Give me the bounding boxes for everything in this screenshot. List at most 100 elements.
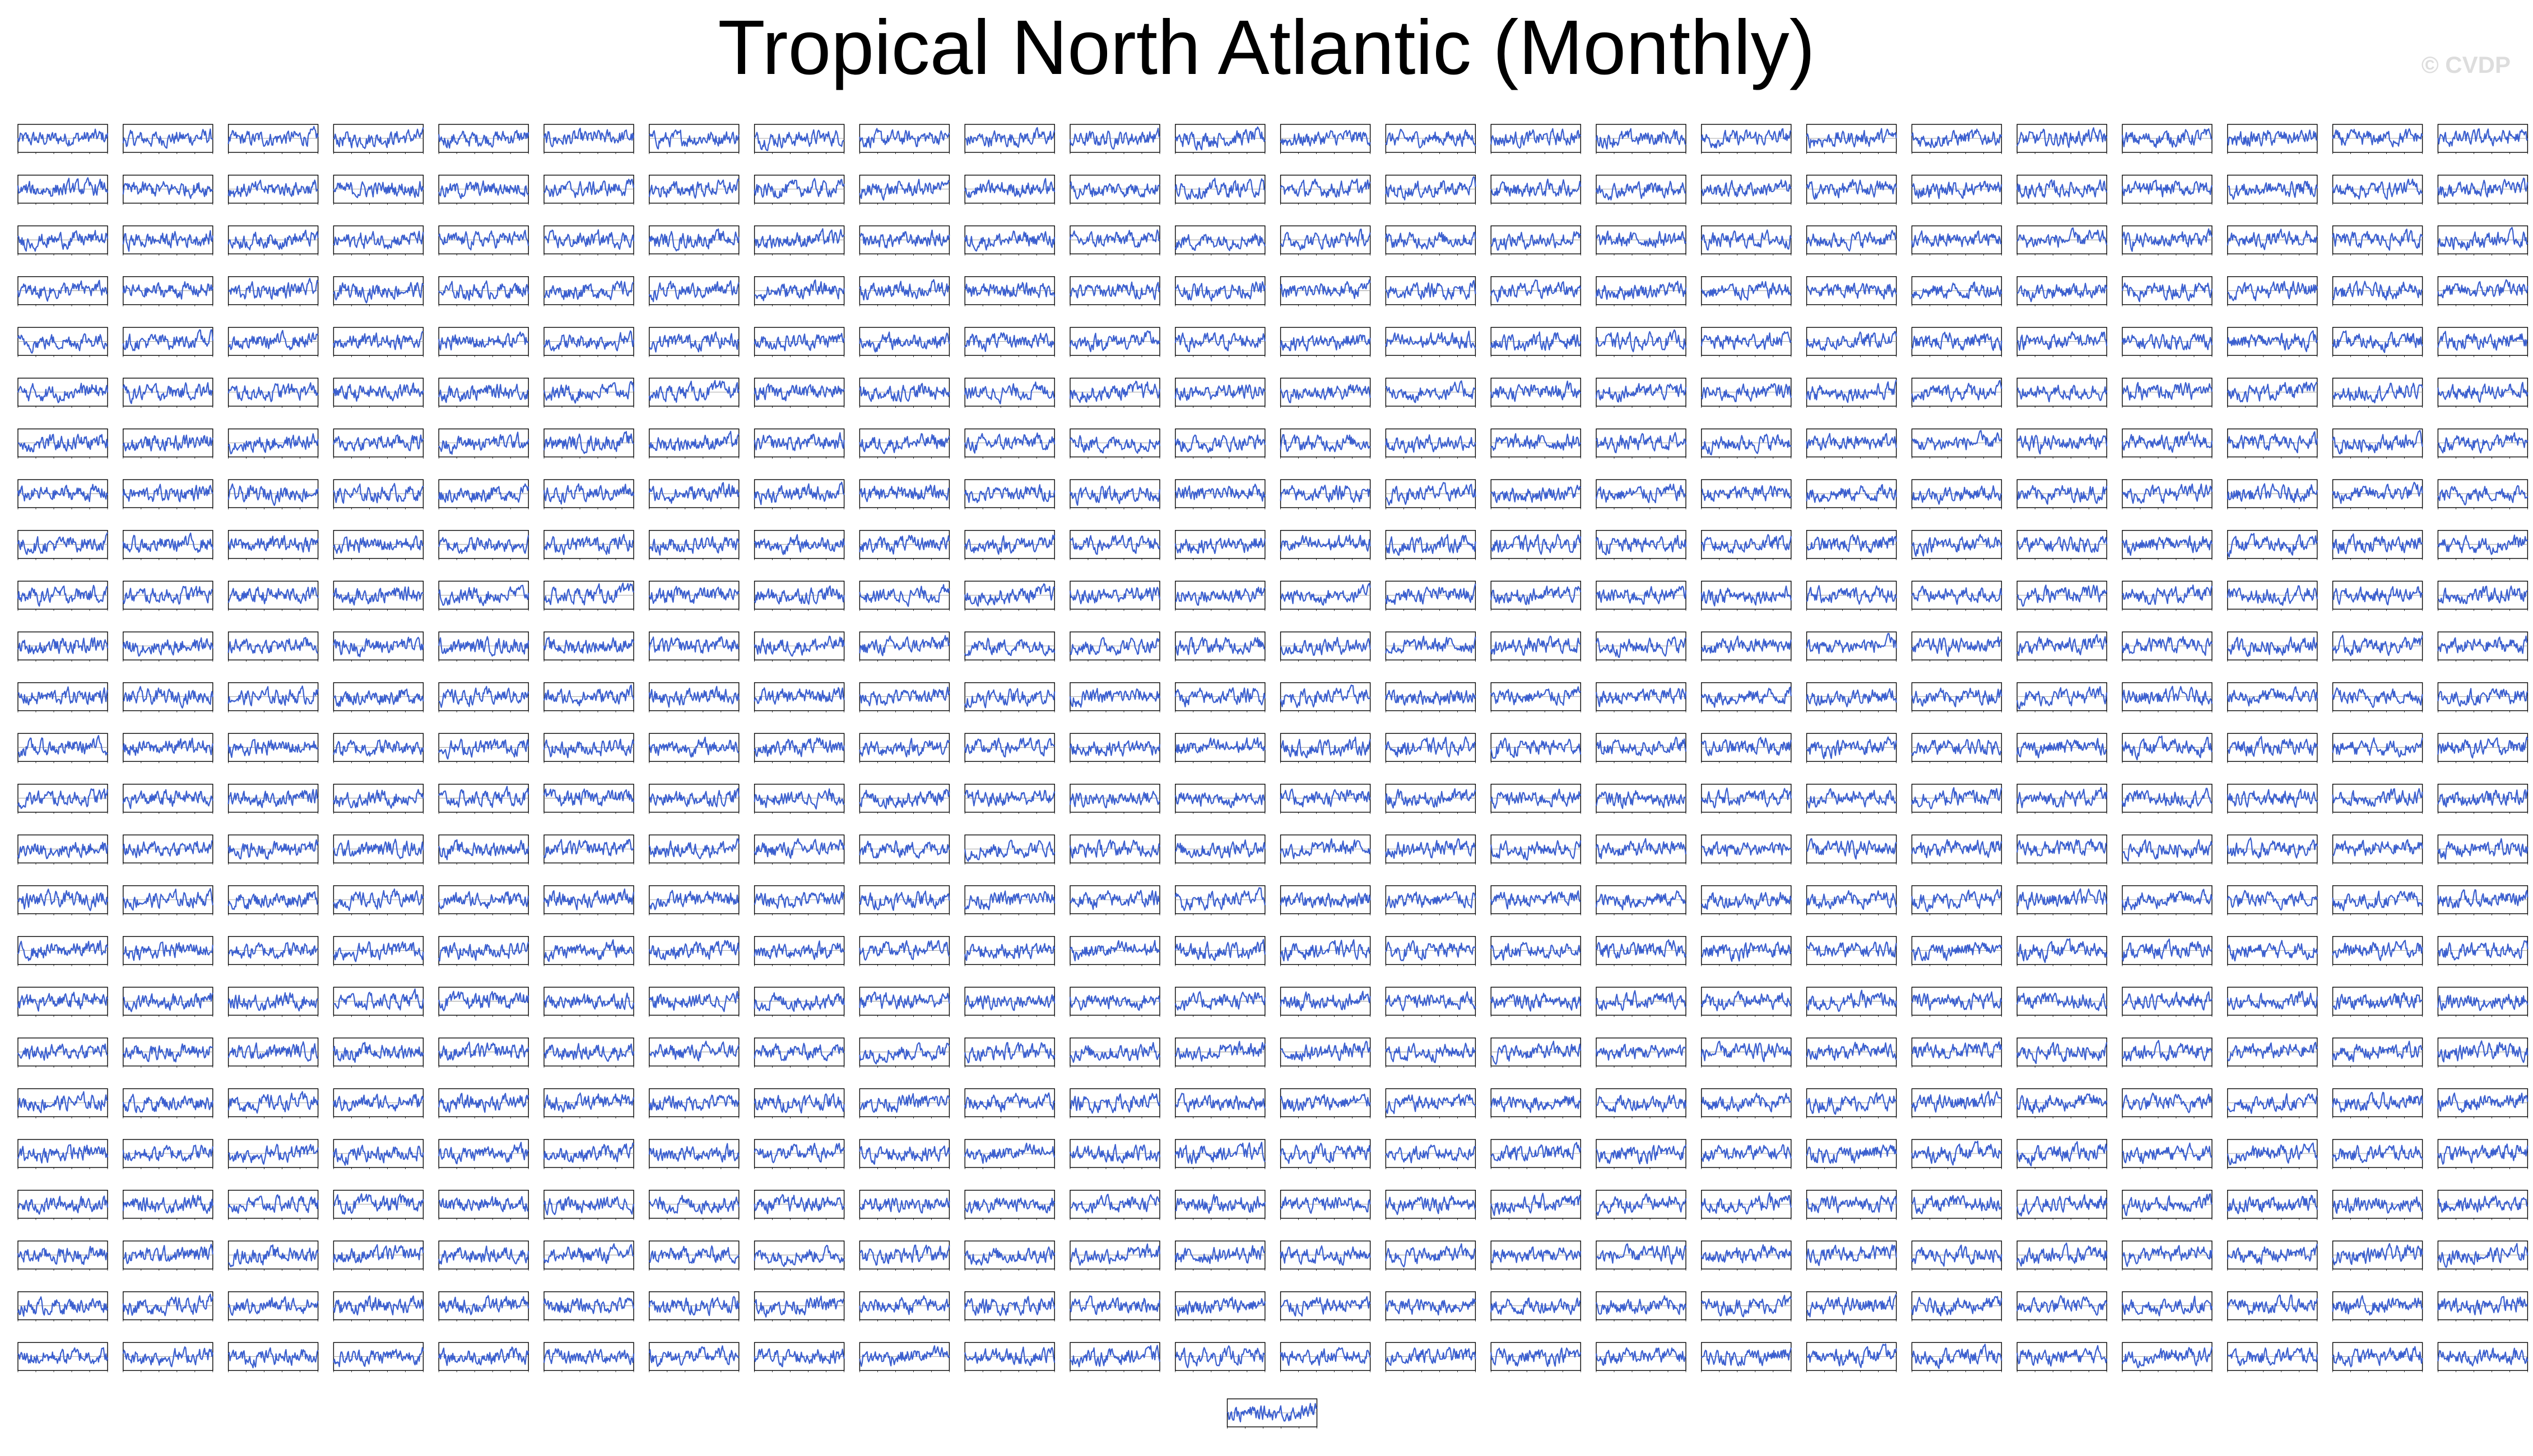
series-line bbox=[333, 382, 424, 402]
series-line bbox=[2121, 686, 2213, 706]
series-line bbox=[17, 1043, 108, 1061]
series-line bbox=[1280, 684, 1371, 708]
series-line bbox=[859, 229, 950, 249]
series-line bbox=[227, 586, 319, 604]
ts-panel bbox=[1174, 174, 1266, 205]
series-line bbox=[333, 636, 424, 658]
series-line bbox=[438, 331, 529, 351]
series-line bbox=[1385, 534, 1476, 556]
ts-panel bbox=[227, 682, 319, 713]
ts-panel bbox=[1280, 428, 1371, 459]
series-line bbox=[333, 1145, 424, 1166]
series-line bbox=[964, 688, 1056, 709]
series-line bbox=[1490, 1142, 1582, 1162]
series-line bbox=[2332, 586, 2423, 606]
series-line bbox=[1490, 1095, 1582, 1113]
series-line bbox=[122, 532, 213, 553]
series-line bbox=[1911, 889, 2002, 913]
ts-panel bbox=[1070, 1038, 1161, 1068]
series-line bbox=[2332, 128, 2423, 148]
ts-panel bbox=[754, 479, 845, 510]
ts-panel bbox=[227, 987, 319, 1017]
ts-panel bbox=[754, 124, 845, 154]
series-line bbox=[17, 483, 109, 503]
series-line bbox=[859, 1093, 950, 1113]
ts-panel bbox=[333, 733, 424, 764]
ts-panel bbox=[438, 1139, 529, 1169]
series-line bbox=[17, 841, 109, 859]
ts-panel bbox=[543, 428, 634, 459]
series-line bbox=[648, 1143, 740, 1163]
series-line bbox=[1595, 1044, 1686, 1061]
series-line bbox=[648, 380, 740, 403]
ts-panel bbox=[2227, 631, 2318, 662]
series-line bbox=[1280, 838, 1371, 859]
ts-panel bbox=[543, 1038, 635, 1068]
ts-panel bbox=[1280, 885, 1371, 915]
series-line bbox=[333, 482, 424, 504]
series-line bbox=[1490, 128, 1582, 149]
series-line bbox=[1385, 736, 1476, 758]
series-line bbox=[333, 941, 424, 962]
series-line bbox=[1490, 1040, 1582, 1065]
series-line bbox=[754, 687, 845, 705]
series-line bbox=[1806, 1041, 1897, 1061]
ts-panel bbox=[1911, 1139, 2002, 1169]
series-line bbox=[1385, 1043, 1476, 1063]
series-line bbox=[964, 230, 1056, 252]
ts-panel bbox=[438, 276, 529, 306]
ts-panel bbox=[964, 784, 1056, 814]
series-line bbox=[17, 940, 109, 961]
ts-panel bbox=[964, 1088, 1056, 1119]
ts-panel bbox=[227, 327, 319, 357]
series-line bbox=[1490, 433, 1582, 451]
series-line bbox=[1174, 434, 1266, 453]
ts-panel bbox=[859, 378, 950, 408]
series-line bbox=[122, 737, 213, 756]
ts-panel bbox=[1806, 124, 1897, 154]
ts-panel bbox=[648, 378, 740, 408]
series-line bbox=[1069, 485, 1161, 506]
series-line bbox=[2437, 331, 2528, 351]
ts-panel bbox=[964, 631, 1056, 662]
ts-panel bbox=[17, 479, 109, 510]
series-line bbox=[543, 839, 634, 859]
series-line bbox=[1806, 379, 1897, 403]
series-line bbox=[964, 332, 1055, 352]
ts-panel bbox=[438, 378, 529, 408]
ts-panel bbox=[122, 225, 213, 256]
ts-panel bbox=[1490, 1038, 1582, 1068]
ts-panel bbox=[1280, 682, 1371, 713]
ts-panel bbox=[543, 682, 635, 713]
series-line bbox=[1280, 939, 1371, 962]
ts-panel bbox=[1280, 530, 1371, 560]
ts-panel bbox=[2016, 1139, 2108, 1169]
series-line bbox=[964, 282, 1056, 299]
series-line bbox=[964, 534, 1056, 555]
series-line bbox=[648, 280, 740, 303]
ts-panel bbox=[227, 1088, 319, 1119]
series-line bbox=[2437, 1092, 2529, 1113]
series-line bbox=[2121, 282, 2213, 303]
series-line bbox=[1069, 229, 1160, 248]
series-line bbox=[2227, 180, 2318, 200]
ts-panel bbox=[1069, 987, 1161, 1017]
series-line bbox=[122, 888, 213, 911]
ts-panel bbox=[964, 885, 1056, 915]
series-line bbox=[1806, 736, 1897, 760]
ts-panel bbox=[2332, 784, 2423, 814]
ts-panel bbox=[2016, 428, 2108, 459]
series-line bbox=[2121, 735, 2213, 761]
ts-panel bbox=[2437, 479, 2529, 510]
series-line bbox=[438, 431, 529, 455]
ts-panel bbox=[648, 479, 740, 510]
ts-panel bbox=[438, 784, 529, 814]
ts-panel bbox=[859, 733, 950, 764]
series-line bbox=[333, 331, 424, 350]
ts-panel bbox=[1385, 327, 1476, 357]
series-line bbox=[543, 992, 635, 1010]
series-line bbox=[1595, 329, 1687, 352]
series-line bbox=[1806, 128, 1897, 148]
ts-panel bbox=[543, 784, 635, 814]
series-line bbox=[17, 280, 108, 302]
